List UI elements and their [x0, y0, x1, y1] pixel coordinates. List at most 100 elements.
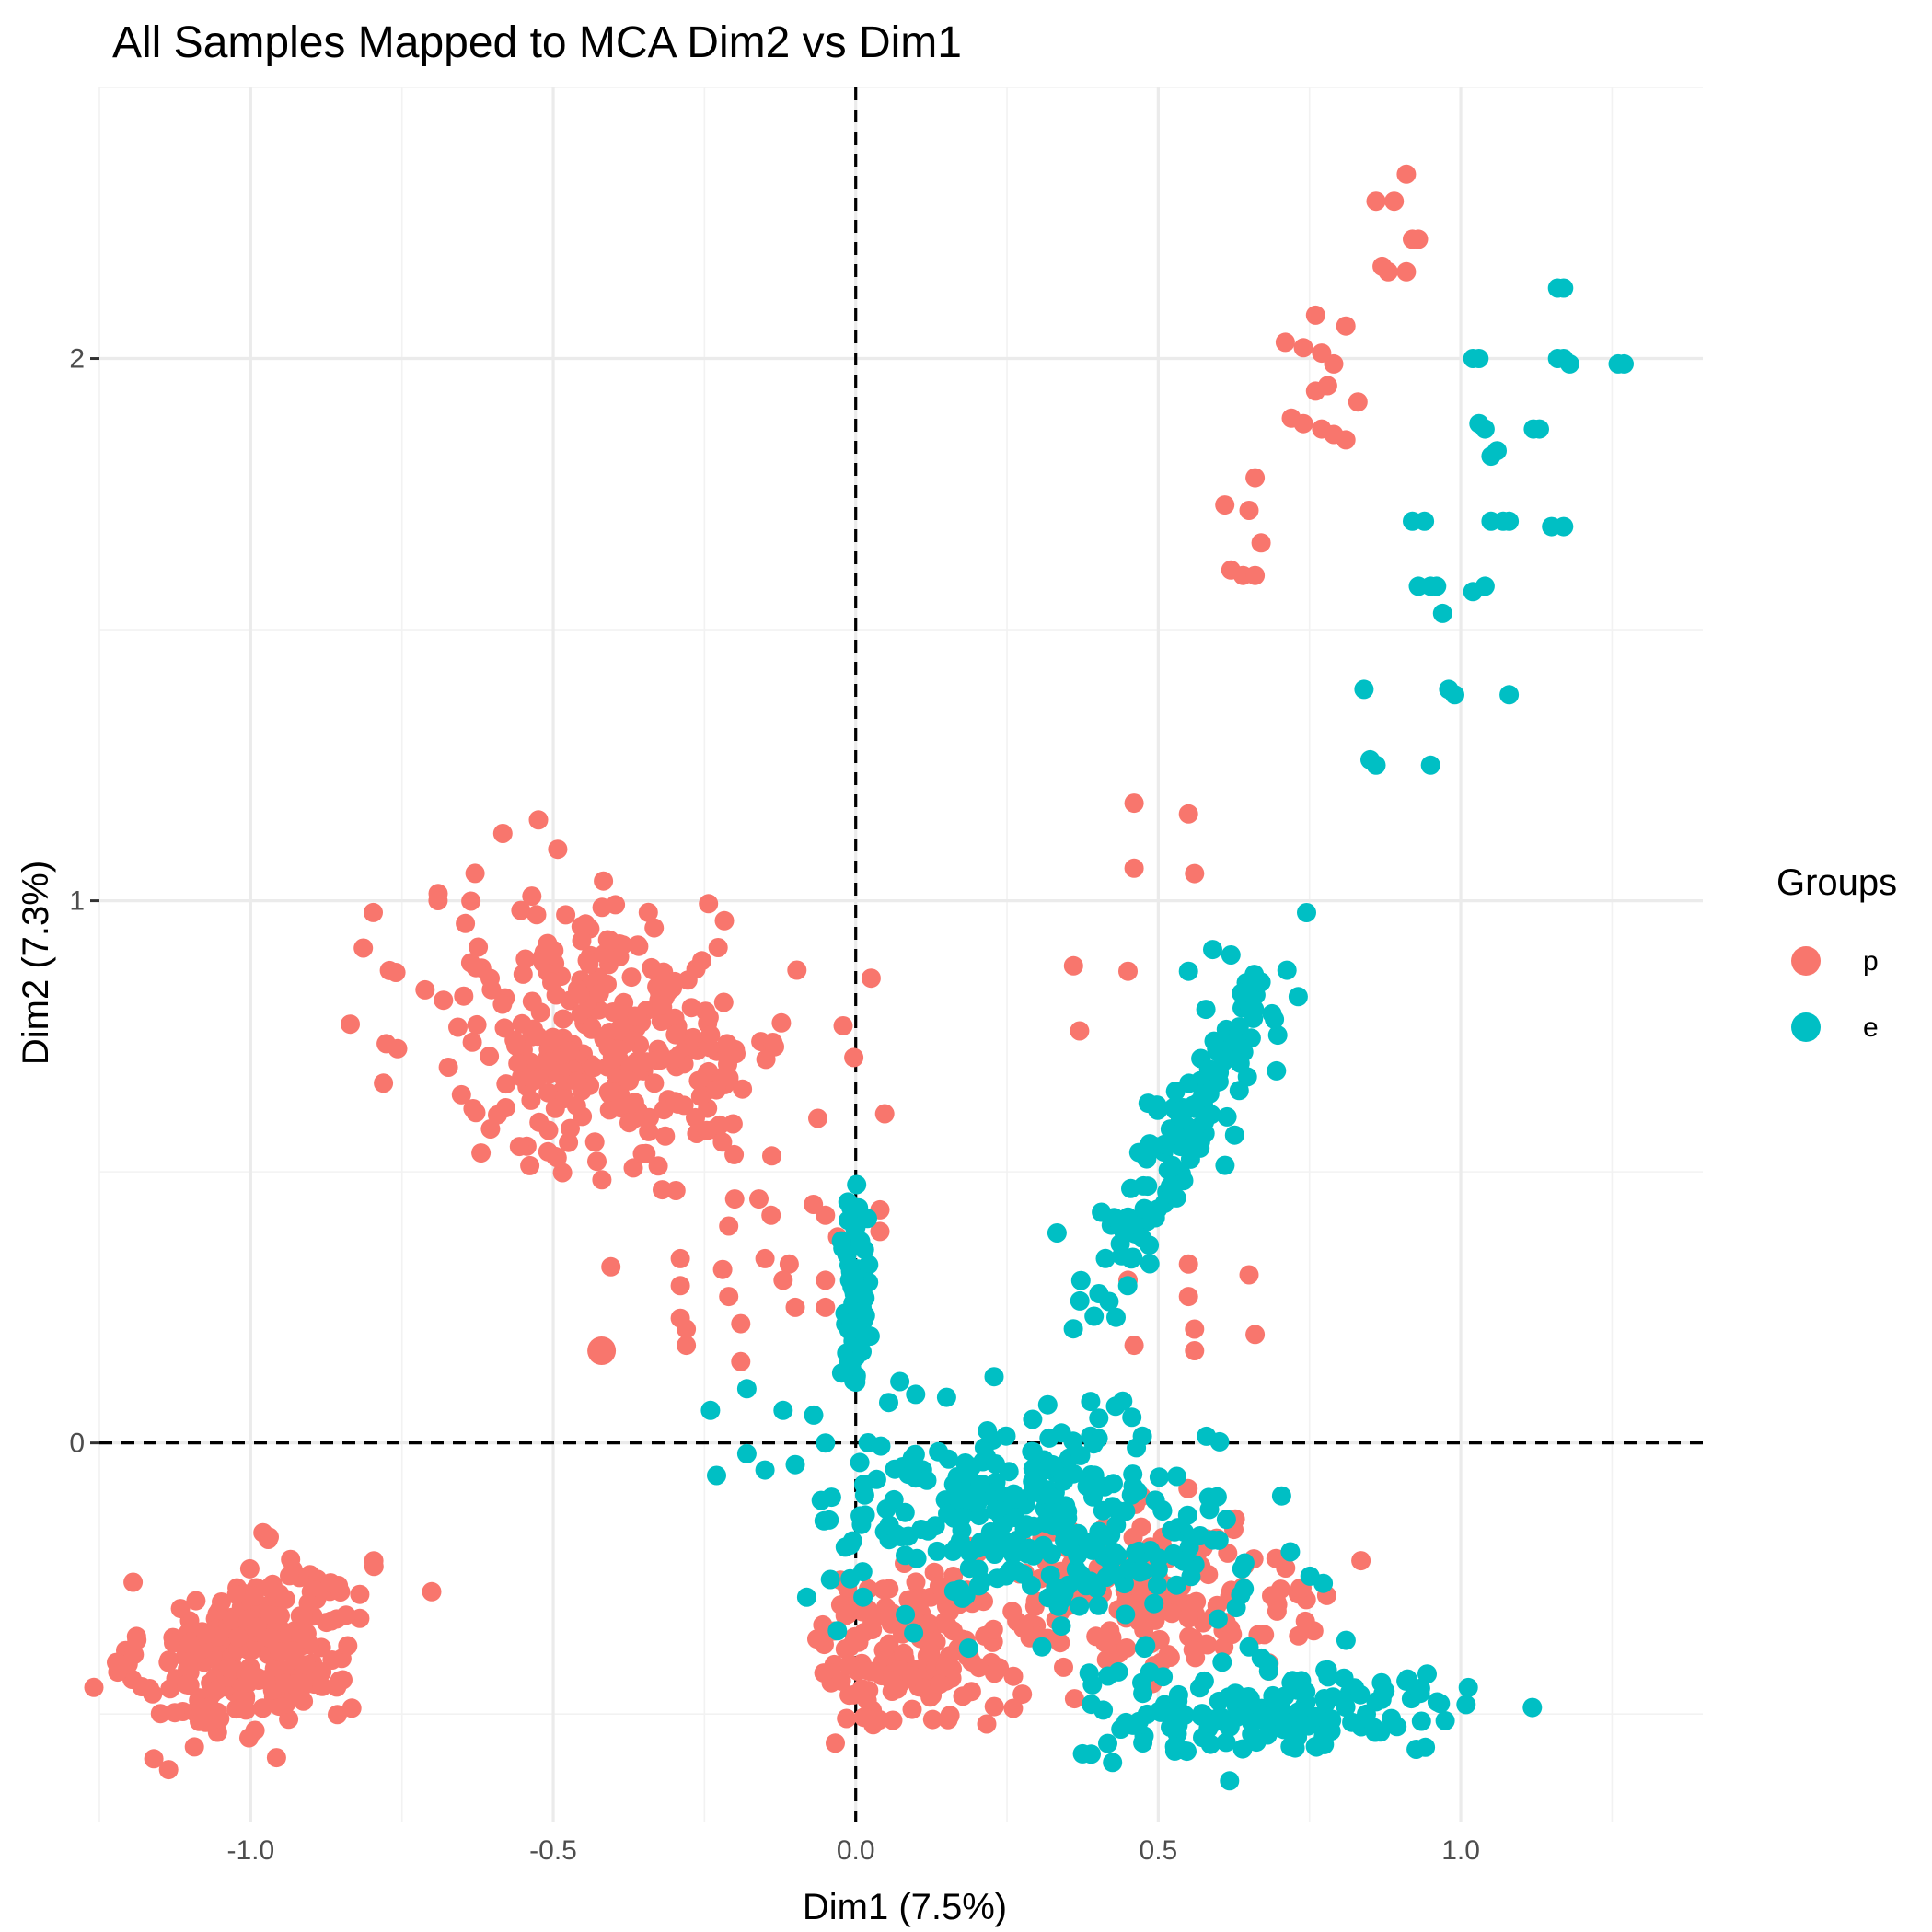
point-e	[1117, 1276, 1138, 1296]
point-e	[1314, 1689, 1335, 1708]
point-e	[866, 1469, 886, 1489]
point-e	[1416, 1737, 1436, 1757]
point-p	[353, 938, 374, 958]
point-p	[428, 891, 448, 910]
point-e	[871, 1436, 891, 1456]
point-e	[983, 1429, 1003, 1450]
point-p	[906, 1572, 926, 1592]
point-e	[1042, 1454, 1062, 1475]
point-p	[1262, 1586, 1281, 1606]
point-e	[700, 1400, 721, 1420]
point-e	[1110, 1233, 1130, 1254]
point-p	[1251, 533, 1271, 553]
point-p	[670, 1276, 690, 1296]
point-p	[236, 1700, 256, 1720]
point-e	[1167, 1466, 1186, 1487]
point-e	[1077, 1476, 1097, 1497]
point-p	[874, 1104, 895, 1124]
point-e	[1430, 1694, 1451, 1714]
point-e	[1336, 1630, 1356, 1650]
y-tick-label: 2	[69, 344, 85, 375]
point-p	[619, 1113, 639, 1133]
point-e	[1162, 1157, 1182, 1177]
point-e	[1145, 1490, 1165, 1510]
point-e	[1246, 1732, 1267, 1753]
point-p	[833, 1016, 853, 1035]
point-e	[1396, 1671, 1417, 1691]
point-e	[1229, 1081, 1249, 1101]
point-e	[1035, 1513, 1056, 1533]
point-p	[724, 1144, 745, 1164]
point-p	[538, 933, 558, 954]
point-e	[1307, 1707, 1327, 1728]
point-e	[1244, 1000, 1265, 1019]
point-e	[1013, 1564, 1034, 1584]
point-p	[556, 905, 576, 925]
point-p	[328, 1705, 347, 1725]
point-e	[847, 1174, 867, 1195]
point-p	[589, 983, 609, 1003]
point-p	[1275, 332, 1295, 353]
point-p	[159, 1650, 179, 1671]
point-p	[652, 995, 672, 1015]
point-p	[839, 1685, 860, 1706]
point-e	[917, 1470, 937, 1490]
point-e	[1445, 685, 1464, 705]
point-e	[860, 1326, 880, 1347]
point-e	[1039, 1486, 1059, 1505]
point-e	[969, 1506, 989, 1526]
point-p	[542, 972, 561, 992]
point-p	[627, 1007, 647, 1026]
point-p	[787, 960, 807, 980]
point-p	[755, 1248, 775, 1268]
point-p	[1178, 1287, 1198, 1307]
point-e	[1420, 755, 1440, 775]
point-e	[929, 1441, 949, 1462]
point-e	[879, 1530, 899, 1550]
point-e	[1088, 1595, 1108, 1615]
point-p	[677, 1336, 697, 1356]
data-points	[84, 164, 1634, 1791]
point-p	[977, 1714, 997, 1734]
point-p	[196, 1624, 216, 1644]
point-p	[496, 1074, 516, 1094]
point-p	[1003, 1698, 1024, 1718]
point-p	[252, 1698, 272, 1718]
point-e	[1267, 1025, 1288, 1046]
point-e	[1149, 1467, 1169, 1487]
point-p	[118, 1654, 138, 1674]
point-e	[1225, 1032, 1245, 1052]
point-e	[1314, 1734, 1335, 1754]
point-p	[1012, 1684, 1033, 1705]
point-p	[84, 1677, 104, 1697]
point-e	[1297, 903, 1316, 922]
x-tick-label: 0.5	[1140, 1835, 1178, 1866]
point-e	[1059, 1536, 1079, 1556]
point-e	[955, 1586, 976, 1605]
point-p	[1002, 1602, 1023, 1622]
point-p	[879, 1579, 899, 1599]
point-p	[620, 1057, 641, 1077]
point-p	[170, 1599, 191, 1619]
point-p	[422, 1581, 442, 1602]
point-p	[553, 1009, 573, 1029]
point-e	[911, 1520, 931, 1539]
point-p	[771, 1012, 792, 1033]
point-p	[648, 1156, 668, 1176]
point-p	[293, 1672, 313, 1692]
point-e	[876, 1499, 897, 1519]
point-p	[665, 1048, 685, 1069]
point-e	[1547, 278, 1568, 298]
point-p	[920, 1643, 941, 1662]
point-e	[1215, 1155, 1235, 1175]
point-e	[1530, 419, 1549, 439]
point-e	[1070, 1290, 1090, 1311]
point-p	[630, 1035, 650, 1055]
point-p	[466, 957, 486, 978]
point-e	[1118, 1207, 1138, 1227]
point-p	[1178, 1608, 1198, 1628]
point-e	[1108, 1661, 1128, 1682]
point-p	[691, 1085, 711, 1105]
point-p	[192, 1708, 213, 1729]
point-p	[1185, 863, 1205, 884]
